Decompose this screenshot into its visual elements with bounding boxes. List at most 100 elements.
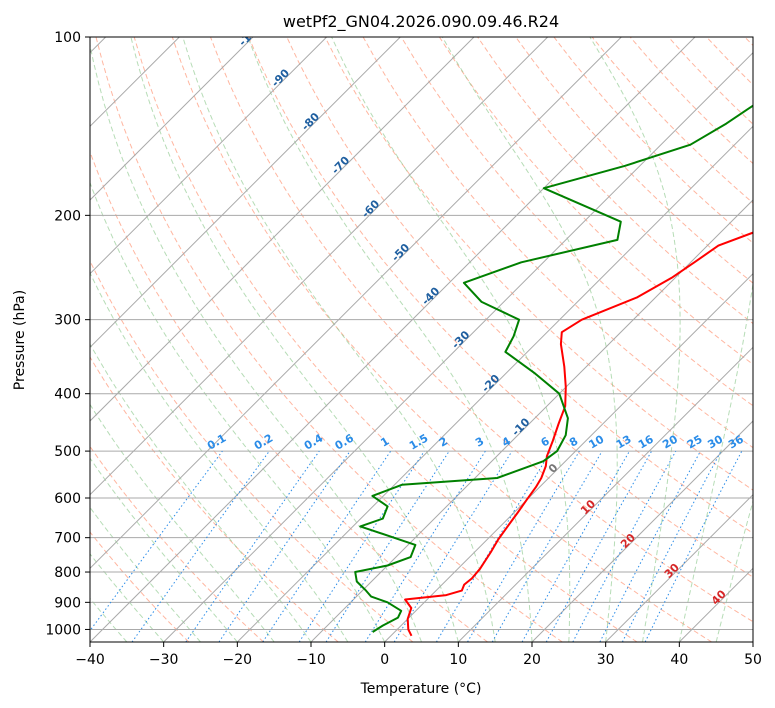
skew-isotherm-label: 10 <box>578 497 598 517</box>
isotherm-line <box>90 37 475 422</box>
mixing-ratio-line <box>90 450 223 632</box>
mixing-ratio-line <box>218 450 351 642</box>
isotherm-label: -30 <box>449 328 472 351</box>
isotherm-line <box>457 346 753 642</box>
moist-adiabat <box>90 506 201 642</box>
isotherm-line <box>90 37 549 496</box>
isotherm-label: -20 <box>479 372 502 395</box>
isotherm-line <box>90 37 254 201</box>
mixing-ratio-line <box>644 450 743 642</box>
moist-adiabat <box>90 271 349 642</box>
moist-adiabat <box>678 280 753 642</box>
x-tick-label: 40 <box>670 652 688 668</box>
y-tick-label: 700 <box>54 531 81 547</box>
mixing-ratio-line <box>185 450 320 642</box>
profile-series <box>354 104 753 637</box>
isotherm-label: -70 <box>329 154 352 177</box>
skew-isotherm-label: 40 <box>709 587 729 607</box>
y-tick-label: 600 <box>54 491 81 507</box>
x-axis-ticks: −40 −30 −20 −10 0 10 20 30 40 50 <box>75 642 762 668</box>
moist-adiabat <box>182 37 496 642</box>
temperature-line <box>404 231 753 637</box>
mixing-ratio-label: 25 <box>685 433 705 452</box>
dry-adiabat <box>324 37 753 491</box>
dry-adiabat <box>133 37 638 642</box>
pressure-gridlines <box>90 37 753 630</box>
dry-adiabat <box>706 37 753 86</box>
mixing-ratio-lines <box>90 450 743 642</box>
mixing-ratio-label: 8 <box>567 435 580 450</box>
mixing-ratio-line <box>572 450 677 642</box>
y-tick-label: 500 <box>54 444 81 460</box>
isotherm-line <box>90 37 696 642</box>
dry-adiabat <box>90 259 414 642</box>
y-axis-ticks: 100 200 300 400 500 600 700 800 900 1000 <box>45 30 90 638</box>
isotherm-label: -80 <box>299 110 322 133</box>
isotherm-line <box>384 272 753 642</box>
dry-adiabat <box>668 37 753 125</box>
moist-adiabat <box>90 42 422 642</box>
mixing-ratio-label: 3 <box>473 435 486 450</box>
dry-adiabat <box>438 37 753 366</box>
isotherm-label: -60 <box>359 197 382 220</box>
y-tick-label: 200 <box>54 208 81 224</box>
dry-adiabat <box>90 445 264 642</box>
isotherm-line <box>90 37 622 570</box>
isotherm-line <box>90 37 401 349</box>
mixing-ratio-line <box>298 450 425 642</box>
isotherm-label: -90 <box>269 66 292 89</box>
moist-adiabat <box>90 403 275 642</box>
x-tick-label: 10 <box>449 652 467 668</box>
mixing-ratio-label: 0.4 <box>302 431 326 452</box>
mixing-ratio-line <box>325 450 450 642</box>
mixing-ratio-label: 16 <box>636 432 656 451</box>
dry-adiabat <box>553 37 753 244</box>
y-tick-label: 1000 <box>45 622 81 638</box>
moist-adiabat <box>589 37 681 642</box>
mixing-ratio-label: 2 <box>437 435 450 450</box>
isotherm-label: -100 <box>236 20 265 49</box>
moist-adiabats <box>90 37 753 642</box>
mixing-ratio-label: 1.5 <box>407 432 430 453</box>
mixing-ratio-label: 20 <box>660 432 680 451</box>
moist-adiabat <box>247 37 533 642</box>
isotherm-line <box>236 125 753 642</box>
plot-frame <box>89 36 754 643</box>
y-axis-label: Pressure (hPa) <box>12 290 28 390</box>
dry-adiabat <box>515 37 753 284</box>
isotherm-line <box>163 51 753 642</box>
moist-adiabat <box>441 37 618 642</box>
isotherm-line <box>310 199 753 642</box>
isotherm-label: -40 <box>419 284 442 307</box>
x-tick-label: −40 <box>75 652 105 668</box>
isotherm-line <box>752 641 753 642</box>
dry-adiabat <box>90 356 339 642</box>
x-tick-label: 50 <box>744 652 762 668</box>
dry-adiabat <box>400 37 753 407</box>
isotherm-line <box>678 567 753 642</box>
dry-adiabat <box>744 37 753 47</box>
dry-adiabat <box>210 37 753 623</box>
isotherm-label: -50 <box>389 241 412 264</box>
dry-adiabat <box>95 37 563 642</box>
y-tick-label: 400 <box>54 387 81 403</box>
isotherm-label: -10 <box>509 415 532 438</box>
moist-adiabat <box>90 343 312 642</box>
mixing-ratio-label: 1 <box>378 435 391 450</box>
skew-isotherm-label: 30 <box>662 561 682 581</box>
dry-adiabat <box>248 37 753 578</box>
mixing-ratio-line <box>262 450 392 642</box>
moist-adiabat <box>715 499 753 642</box>
x-tick-label: 0 <box>380 652 389 668</box>
x-tick-label: −30 <box>149 652 179 668</box>
moist-adiabat <box>90 457 238 642</box>
chart-title: wetPf2_GN04.2026.090.09.46.R24 <box>283 12 559 32</box>
y-tick-label: 900 <box>54 595 81 611</box>
mixing-ratio-line <box>599 450 701 642</box>
skew-isotherm-label: 20 <box>618 531 638 551</box>
mixing-ratio-label: 30 <box>705 432 725 451</box>
mixing-ratio-line <box>521 450 630 642</box>
isotherm-line <box>90 37 328 275</box>
mixing-ratio-line <box>621 450 722 642</box>
